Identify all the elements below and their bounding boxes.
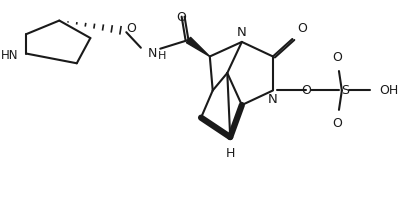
Text: OH: OH bbox=[379, 84, 398, 97]
Text: HN: HN bbox=[1, 49, 18, 62]
Text: N: N bbox=[236, 26, 246, 39]
Text: H: H bbox=[225, 147, 234, 160]
Text: O: O bbox=[331, 51, 341, 64]
Text: O: O bbox=[300, 84, 310, 97]
Text: O: O bbox=[296, 22, 306, 35]
Polygon shape bbox=[186, 37, 209, 56]
Text: H: H bbox=[158, 52, 166, 61]
Text: O: O bbox=[176, 11, 186, 24]
Text: O: O bbox=[126, 22, 136, 35]
Text: N: N bbox=[267, 93, 277, 106]
Text: S: S bbox=[340, 84, 348, 97]
Text: O: O bbox=[331, 117, 341, 130]
Text: N: N bbox=[148, 47, 157, 60]
